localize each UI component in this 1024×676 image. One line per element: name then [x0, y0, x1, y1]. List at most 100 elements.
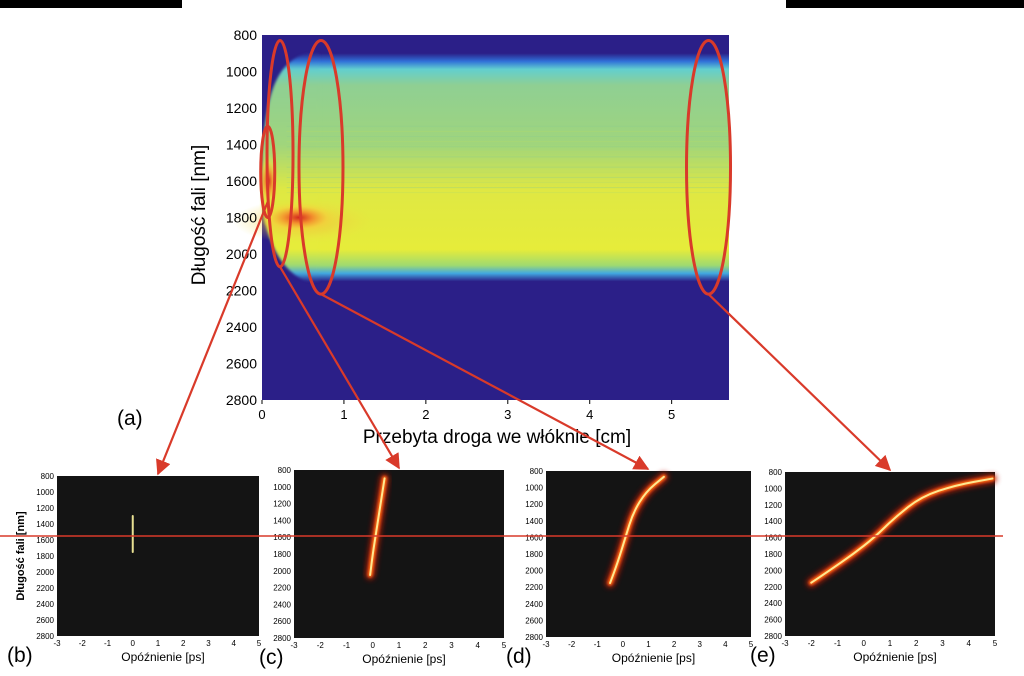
delay-panel-background	[546, 471, 751, 637]
delay-y-tick-label: 1600	[764, 534, 782, 543]
delay-y-tick-label: 2600	[36, 616, 54, 625]
delay-y-tick-label: 1200	[764, 501, 782, 510]
delay-x-tick-label: 5	[257, 639, 262, 648]
delay-x-tick-label: 2	[672, 640, 677, 649]
main-x-axis-label: Przebyta droga we włóknie [cm]	[363, 427, 631, 448]
delay-panel-e: 800 1000 1200 1400 1600 1800 2000 2200 2400 2600 2…	[750, 468, 998, 667]
delay-x-tick-label: 2	[423, 641, 428, 650]
panel-label-d: (d)	[506, 645, 532, 668]
delay-x-tick-label: -3	[290, 641, 298, 650]
delay-x-tick-label: -1	[104, 639, 112, 648]
delay-y-tick-label: 1000	[273, 483, 291, 492]
delay-y-tick-label: 1000	[525, 484, 543, 493]
delay-y-tick-label: 2800	[273, 634, 291, 643]
delay-x-axis-label: Opóźnienie [ps]	[853, 650, 936, 664]
main-x-tick-label: 3	[504, 407, 511, 422]
delay-y-tick-label: 2000	[525, 567, 543, 576]
delay-x-tick-label: 3	[206, 639, 211, 648]
trace-core	[609, 475, 665, 585]
main-x-tick-label: 2	[422, 407, 429, 422]
main-x-tick-labels: 0 1 2 3 4 5	[258, 400, 675, 422]
delay-y-tick-label: 1800	[764, 550, 782, 559]
delay-y-tick-label: 2400	[36, 600, 54, 609]
pointer-arrow	[320, 293, 650, 470]
delay-x-tick-label: -1	[834, 639, 842, 648]
main-y-tick-label: 1600	[226, 173, 257, 189]
delay-x-tick-label: 0	[131, 639, 136, 648]
main-y-tick-labels: 8001000120014001600180020002200240026002…	[226, 27, 257, 408]
delay-y-tick-label: 1000	[36, 488, 54, 497]
delay-x-tick-label: 1	[397, 641, 402, 650]
spectrum-band	[232, 53, 729, 282]
delay-x-tick-label: 2	[181, 639, 186, 648]
delay-x-tick-label: 4	[723, 640, 728, 649]
hot-spot	[258, 201, 339, 234]
delay-x-tick-label: 3	[449, 641, 454, 650]
trace-core	[369, 477, 386, 576]
delay-x-tick-label: -1	[594, 640, 602, 649]
delay-x-tick-label: 0	[621, 640, 626, 649]
delay-y-tick-label: 2200	[525, 583, 543, 592]
delay-y-tick-label: 2000	[764, 566, 782, 575]
pointer-arrow	[279, 266, 400, 470]
delay-x-axis-label: Opóźnienie [ps]	[362, 652, 445, 666]
annotation-layer	[0, 38, 1003, 537]
top-right-border-strip	[786, 0, 1024, 8]
delay-y-tick-label: 1200	[273, 500, 291, 509]
delay-x-tick-label: -3	[542, 640, 550, 649]
delay-panel-background	[785, 472, 995, 636]
delay-panel-b: 800 1000 1200 1400 1600 1800 2000 2200 2400 2600 2…	[7, 472, 262, 667]
delay-y-tick-label: 2800	[764, 632, 782, 641]
delay-x-tick-label: 2	[914, 639, 919, 648]
delay-y-tick-label: 800	[530, 467, 544, 476]
delay-panel-c: 800 1000 1200 1400 1600 1800 2000 2200 2400 2600 2…	[259, 466, 507, 669]
delay-x-tick-label: 5	[993, 639, 998, 648]
main-y-tick-label: 2800	[226, 392, 257, 408]
delay-y-tick-label: 2400	[273, 600, 291, 609]
delay-x-tick-label: 5	[502, 641, 507, 650]
main-y-tick-label: 1400	[226, 137, 257, 153]
delay-y-tick-label: 800	[769, 468, 783, 477]
main-y-tick-label: 1000	[226, 64, 257, 80]
pointer-arrow	[156, 201, 269, 476]
delay-x-tick-label: 4	[232, 639, 237, 648]
delay-y-tick-label: 2600	[525, 616, 543, 625]
trace-core	[810, 477, 994, 584]
delay-x-tick-label: -2	[808, 639, 816, 648]
panel-label-b: (b)	[7, 644, 33, 667]
delay-x-tick-label: -2	[317, 641, 325, 650]
delay-x-tick-label: 5	[749, 640, 754, 649]
delay-x-tick-label: -3	[781, 639, 789, 648]
main-x-tick-label: 4	[586, 407, 593, 422]
delay-x-tick-label: -3	[53, 639, 61, 648]
delay-y-tick-label: 2600	[273, 617, 291, 626]
delay-x-tick-label: 4	[967, 639, 972, 648]
delay-y-axis-label: Długość fali [nm]	[15, 511, 27, 601]
delay-y-tick-label: 2800	[36, 632, 54, 641]
main-y-tick-label: 2600	[226, 356, 257, 372]
delay-x-tick-label: -1	[343, 641, 351, 650]
spectrum-band-fill	[307, 53, 729, 282]
delay-y-tick-label: 1200	[525, 500, 543, 509]
panel-label-c: (c)	[259, 646, 284, 669]
delay-panel-background	[57, 476, 259, 636]
delay-x-tick-label: 1	[646, 640, 651, 649]
delay-y-tick-label: 1800	[525, 550, 543, 559]
delay-y-tick-label: 2800	[525, 633, 543, 642]
delay-y-tick-label: 2000	[36, 568, 54, 577]
main-x-tick-label: 1	[340, 407, 347, 422]
delay-x-tick-label: -2	[568, 640, 576, 649]
delay-x-tick-label: 0	[371, 641, 376, 650]
delay-y-tick-label: 1000	[764, 484, 782, 493]
delay-y-tick-label: 800	[41, 472, 55, 481]
panel-label-e: (e)	[750, 644, 776, 667]
delay-x-axis-label: Opóźnienie [ps]	[612, 651, 695, 665]
main-x-tick-label: 0	[258, 407, 265, 422]
delay-panels: 8001000120014001600180020002200240026002…	[7, 466, 998, 669]
delay-y-tick-label: 2000	[273, 567, 291, 576]
panel-label-a: (a)	[117, 407, 143, 430]
delay-y-tick-label: 1200	[36, 504, 54, 513]
delay-panel-background	[294, 470, 504, 638]
